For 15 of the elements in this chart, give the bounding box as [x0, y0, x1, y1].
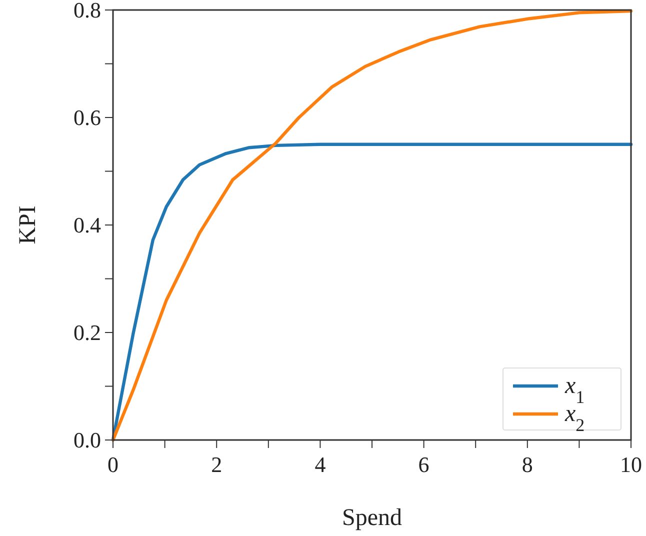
y-tick-label: 0.0	[74, 428, 101, 453]
x-axis-title: Spend	[342, 505, 402, 531]
x-tick-label: 10	[620, 452, 642, 477]
legend-label: x$_{1}$	[564, 373, 585, 408]
y-tick-label: 0.8	[74, 0, 101, 23]
x-tick-label: 4	[314, 452, 326, 477]
y-tick-label: 0.2	[74, 320, 101, 346]
x-tick-label: 0	[108, 452, 118, 477]
x-tick-label: 8	[522, 452, 533, 477]
y-tick-label: 0.6	[74, 105, 101, 130]
x-tick-label: 6	[418, 452, 430, 477]
x-tick-label: 2	[211, 452, 222, 477]
y-tick-label: 0.4	[74, 212, 101, 238]
line-series	[111, 142, 633, 442]
y-axis-title: KPI	[15, 206, 41, 244]
